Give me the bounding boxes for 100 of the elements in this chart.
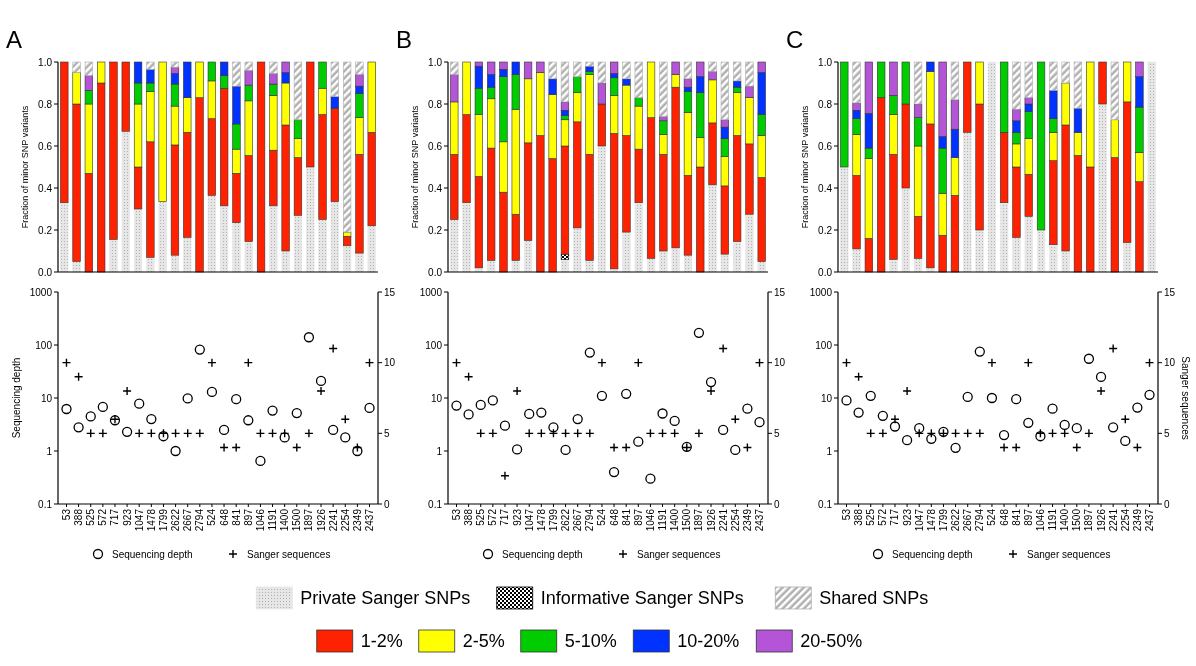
bar: [573, 227, 582, 273]
legend-label: 10-20%: [677, 631, 740, 652]
y-tick-label: 0.1: [428, 498, 443, 510]
bar: [720, 253, 729, 273]
x-tick-label: 2437: [1144, 508, 1156, 532]
y-tick-label: 1000: [419, 286, 443, 298]
x-tick-label: 53: [60, 508, 72, 521]
x-tick-label: 648: [218, 508, 230, 526]
bar: [109, 61, 118, 240]
bar: [1036, 61, 1046, 231]
point: [901, 435, 913, 446]
x-tick-label: 1897: [1083, 508, 1095, 532]
legend-label: Sequencing depth: [892, 548, 973, 560]
y-tick-label: 0.6: [818, 140, 833, 152]
bar: [852, 61, 861, 104]
point: [364, 402, 375, 414]
x-tick-label: 525: [85, 508, 97, 526]
x-tick-label: 1478: [925, 508, 937, 532]
bar: [256, 61, 266, 273]
legend-label: Sequencing depth: [502, 548, 583, 560]
bar: [523, 240, 533, 273]
bar: [1061, 61, 1070, 84]
x-tick-label: 923: [901, 508, 913, 526]
x-tick-label: 572: [877, 508, 889, 526]
point: [669, 415, 680, 427]
y-tick-label: 0.0: [428, 266, 443, 278]
x-tick-label: 1046: [1034, 508, 1046, 532]
y-tick-label: 0.8: [38, 98, 53, 110]
point: [657, 408, 668, 419]
x-tick-label: 2794: [584, 508, 596, 532]
legend-label: Sanger sequences: [637, 548, 721, 560]
bar: [1000, 202, 1009, 273]
x-tick-label: 1046: [644, 508, 656, 532]
x-tick-label: 524: [986, 508, 998, 526]
x-tick-label: 1799: [547, 508, 559, 532]
y2-tick-label: 5: [774, 427, 780, 439]
legend-label: Shared SNPs: [819, 588, 929, 609]
x-tick-label: 897: [632, 508, 644, 526]
x-tick-label: 525: [865, 508, 877, 526]
x-tick-label: 572: [487, 508, 499, 526]
bar: [293, 61, 303, 121]
bar: [462, 202, 471, 273]
chart-title: A: [6, 26, 23, 53]
point: [584, 347, 595, 358]
y2-tick-label: 10: [774, 357, 786, 369]
point: [146, 413, 157, 425]
x-tick-label: 1799: [157, 508, 169, 532]
point: [1144, 389, 1155, 400]
point: [511, 444, 523, 455]
bar: [146, 61, 155, 70]
y-tick-label: 0.1: [38, 498, 53, 510]
bar: [343, 236, 352, 247]
x-tick-label: 2622: [560, 508, 572, 532]
bar: [121, 61, 130, 132]
y2-tick-label: 0: [384, 498, 390, 510]
point: [499, 420, 511, 431]
x-tick-label: 923: [121, 508, 133, 526]
bar: [60, 202, 69, 273]
x-tick-label: 1926: [705, 508, 717, 532]
bar: [1098, 61, 1107, 105]
x-tick-label: 1500: [1071, 508, 1083, 532]
point: [718, 424, 729, 436]
bar: [950, 61, 960, 101]
bar: [158, 201, 167, 273]
x-tick-label: 717: [889, 508, 901, 526]
point: [572, 413, 583, 425]
x-tick-label: 923: [511, 508, 523, 526]
x-tick-label: 1500: [291, 508, 303, 532]
point: [926, 433, 937, 444]
x-tick-label: 2437: [364, 508, 376, 532]
y-tick-label: 0.6: [428, 140, 443, 152]
x-tick-label: 2349: [1131, 508, 1143, 532]
y-tick-label: 1: [436, 445, 443, 457]
x-tick-label: 572: [97, 508, 109, 526]
x-tick-label: 53: [450, 508, 462, 521]
point: [170, 445, 181, 457]
point: [255, 455, 266, 467]
bar: [585, 260, 594, 273]
x-tick-label: 2241: [327, 508, 339, 532]
bar: [330, 201, 339, 273]
x-tick-label: 1400: [1059, 508, 1071, 532]
point: [877, 410, 888, 422]
point: [463, 409, 474, 420]
point: [914, 422, 925, 434]
point: [841, 395, 852, 406]
y-tick-label: 10: [430, 392, 443, 404]
x-tick-label: 1500: [681, 508, 693, 532]
legend-label: 5-10%: [564, 631, 617, 652]
point: [1047, 403, 1058, 414]
point: [182, 393, 193, 404]
x-tick-label: 1478: [535, 508, 547, 532]
bar: [1123, 242, 1132, 273]
bar: [1098, 103, 1107, 273]
y-tick-label: 0.8: [818, 98, 833, 110]
point: [633, 436, 644, 447]
legend-label: Sanger sequences: [247, 548, 331, 560]
x-tick-label: 2622: [170, 508, 182, 532]
y-tick-label: 0.4: [818, 182, 833, 194]
point: [243, 415, 254, 426]
legend-label: 1-2%: [360, 631, 403, 652]
